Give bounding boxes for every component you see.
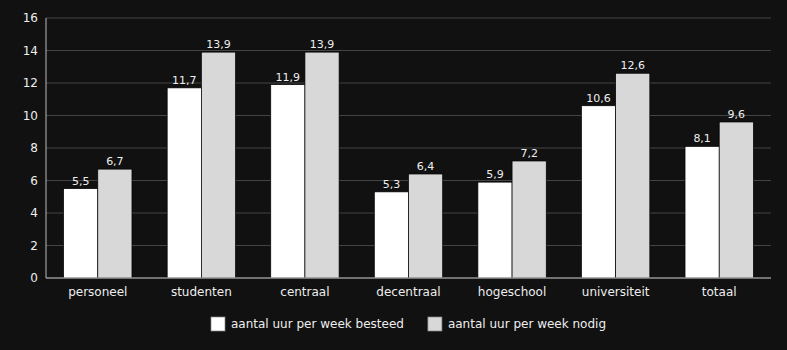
bar [719, 122, 753, 278]
legend-label: aantal uur per week nodig [448, 317, 606, 331]
grid-line [46, 148, 771, 149]
data-label: 13,9 [310, 38, 335, 51]
bar [201, 52, 235, 278]
data-label: 13,9 [206, 38, 231, 51]
grid-line [46, 278, 771, 279]
bar [409, 174, 443, 278]
data-label: 6,7 [106, 155, 124, 168]
data-label: 8,1 [693, 132, 711, 145]
legend-swatch [428, 317, 442, 331]
bar [581, 106, 615, 278]
y-tick-label: 14 [23, 44, 38, 58]
data-label: 5,3 [383, 178, 401, 191]
bar [64, 189, 98, 278]
x-tick-label: hogeschool [478, 285, 546, 299]
x-tick-label: centraal [280, 285, 329, 299]
chart-container: 0 2 4 6 8 10 12 14 16 5,5 11,7 11,9 5,3 5,9 10,6 8,1 6,7… [0, 0, 787, 350]
data-labels: 5,5 11,7 11,9 5,3 5,9 10,6 8,1 6,7 13,9 13,9 6,4 7,… [72, 38, 745, 191]
bar [98, 169, 132, 278]
bar [167, 88, 201, 278]
legend-swatch [211, 317, 225, 331]
bar [685, 146, 719, 278]
y-tick-label: 0 [30, 271, 38, 285]
grid [46, 18, 771, 278]
grid-line [46, 115, 771, 116]
y-tick-label: 2 [30, 239, 38, 253]
data-label: 9,6 [728, 108, 746, 121]
background [0, 0, 787, 350]
data-label: 5,5 [72, 175, 90, 188]
bars [64, 52, 754, 278]
x-axis-line [46, 278, 771, 279]
data-label: 11,7 [172, 74, 197, 87]
data-label: 5,9 [486, 168, 504, 181]
x-tick-label: studenten [171, 285, 232, 299]
legend-label: aantal uur per week besteed [231, 317, 404, 331]
x-tick-label: totaal [702, 285, 737, 299]
grid-line [46, 18, 771, 19]
x-tick-label: personeel [68, 285, 127, 299]
y-tick-label: 4 [30, 206, 38, 220]
bar [616, 73, 650, 278]
x-tick-label: decentraal [376, 285, 440, 299]
bar [374, 192, 408, 278]
x-tick-label: universiteit [582, 285, 650, 299]
bar [512, 161, 546, 278]
grid-line [46, 83, 771, 84]
grid-line [46, 50, 771, 51]
bar [271, 85, 305, 278]
y-axis-line [46, 18, 47, 278]
data-label: 12,6 [620, 59, 645, 72]
chart-svg: 0 2 4 6 8 10 12 14 16 5,5 11,7 11,9 5,3 5,9 10,6 8,1 6,7… [0, 0, 787, 350]
data-label: 6,4 [417, 160, 435, 173]
y-tick-label: 6 [30, 174, 38, 188]
data-label: 7,2 [520, 147, 538, 160]
y-tick-label: 12 [23, 76, 38, 90]
legend: aantal uur per week besteed aantal uur pe… [211, 317, 606, 331]
data-label: 11,9 [276, 71, 301, 84]
bar [478, 182, 512, 278]
bar [305, 52, 339, 278]
y-tick-label: 8 [30, 141, 38, 155]
y-tick-label: 10 [23, 109, 38, 123]
data-label: 10,6 [586, 92, 611, 105]
y-tick-label: 16 [23, 11, 38, 25]
